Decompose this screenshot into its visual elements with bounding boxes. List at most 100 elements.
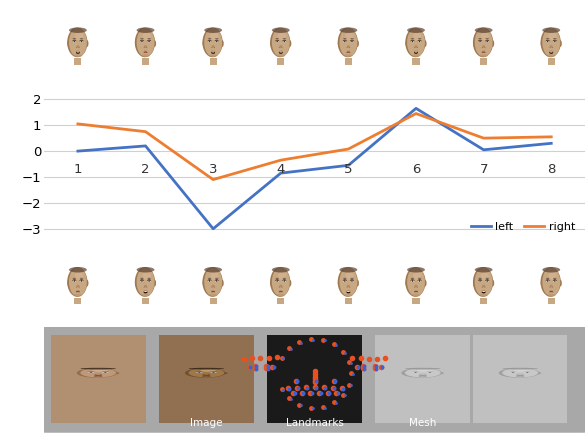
Ellipse shape <box>542 28 560 57</box>
Ellipse shape <box>272 268 290 296</box>
Ellipse shape <box>479 40 481 42</box>
Ellipse shape <box>412 294 420 297</box>
Ellipse shape <box>77 372 82 374</box>
Ellipse shape <box>350 279 353 282</box>
Ellipse shape <box>542 267 560 272</box>
Ellipse shape <box>549 47 550 48</box>
Ellipse shape <box>289 40 291 47</box>
Ellipse shape <box>402 368 442 378</box>
Ellipse shape <box>486 279 489 282</box>
Ellipse shape <box>419 41 420 42</box>
Ellipse shape <box>347 285 350 287</box>
Ellipse shape <box>540 267 561 297</box>
Ellipse shape <box>482 291 486 292</box>
Ellipse shape <box>546 279 549 282</box>
Bar <box>345 297 352 304</box>
Ellipse shape <box>553 40 556 42</box>
Ellipse shape <box>279 47 280 48</box>
Ellipse shape <box>279 286 280 288</box>
Ellipse shape <box>559 40 562 47</box>
Ellipse shape <box>143 47 145 48</box>
Ellipse shape <box>412 41 413 42</box>
Ellipse shape <box>547 40 549 42</box>
Ellipse shape <box>196 372 202 373</box>
Ellipse shape <box>482 285 485 287</box>
Ellipse shape <box>211 290 215 291</box>
Ellipse shape <box>536 372 542 374</box>
FancyBboxPatch shape <box>473 334 567 423</box>
Ellipse shape <box>141 40 143 42</box>
Text: Mesh: Mesh <box>409 419 436 429</box>
Ellipse shape <box>427 372 433 373</box>
Ellipse shape <box>141 294 150 297</box>
Ellipse shape <box>72 278 76 279</box>
Ellipse shape <box>414 372 417 373</box>
Ellipse shape <box>356 280 359 286</box>
Ellipse shape <box>148 278 151 279</box>
Ellipse shape <box>104 372 107 373</box>
Ellipse shape <box>406 40 408 47</box>
Bar <box>277 58 285 65</box>
Ellipse shape <box>189 368 224 378</box>
Ellipse shape <box>208 40 211 42</box>
Ellipse shape <box>339 27 358 33</box>
Ellipse shape <box>347 291 350 292</box>
Ellipse shape <box>221 40 223 47</box>
Ellipse shape <box>418 38 422 39</box>
Ellipse shape <box>75 32 83 40</box>
FancyBboxPatch shape <box>159 334 253 423</box>
Ellipse shape <box>417 47 418 48</box>
Ellipse shape <box>136 267 155 272</box>
Ellipse shape <box>339 267 358 272</box>
Ellipse shape <box>73 279 76 282</box>
Ellipse shape <box>346 47 348 48</box>
Ellipse shape <box>424 280 426 286</box>
Bar <box>142 58 149 65</box>
Ellipse shape <box>67 267 88 297</box>
Ellipse shape <box>283 278 286 279</box>
Ellipse shape <box>212 372 215 373</box>
Ellipse shape <box>502 368 538 378</box>
Ellipse shape <box>482 286 483 288</box>
Ellipse shape <box>345 272 354 280</box>
Ellipse shape <box>275 278 279 279</box>
Ellipse shape <box>499 372 505 374</box>
Ellipse shape <box>215 278 219 279</box>
Ellipse shape <box>80 278 83 279</box>
Ellipse shape <box>69 27 87 33</box>
Ellipse shape <box>209 280 210 281</box>
Text: 7: 7 <box>479 163 488 176</box>
Ellipse shape <box>282 47 283 48</box>
Ellipse shape <box>554 41 555 42</box>
Ellipse shape <box>412 40 413 42</box>
Ellipse shape <box>211 51 215 52</box>
Bar <box>209 297 217 304</box>
Ellipse shape <box>221 280 223 286</box>
Ellipse shape <box>81 41 82 42</box>
Ellipse shape <box>276 54 285 57</box>
Ellipse shape <box>272 28 290 57</box>
Ellipse shape <box>146 47 148 48</box>
Ellipse shape <box>279 45 282 48</box>
Ellipse shape <box>222 372 228 374</box>
Ellipse shape <box>144 291 147 292</box>
Ellipse shape <box>553 278 557 279</box>
Ellipse shape <box>510 372 516 373</box>
Ellipse shape <box>405 368 440 378</box>
FancyBboxPatch shape <box>267 334 362 423</box>
Ellipse shape <box>143 52 148 53</box>
Ellipse shape <box>148 38 151 39</box>
Ellipse shape <box>439 372 444 374</box>
Ellipse shape <box>211 286 212 288</box>
Ellipse shape <box>414 51 418 54</box>
Text: 4: 4 <box>276 163 285 176</box>
Ellipse shape <box>74 294 82 297</box>
Ellipse shape <box>547 280 549 282</box>
Ellipse shape <box>74 54 82 57</box>
Ellipse shape <box>413 32 422 40</box>
Ellipse shape <box>141 279 143 282</box>
Ellipse shape <box>344 54 353 57</box>
Ellipse shape <box>550 51 553 52</box>
Ellipse shape <box>346 286 348 288</box>
Ellipse shape <box>343 38 346 39</box>
